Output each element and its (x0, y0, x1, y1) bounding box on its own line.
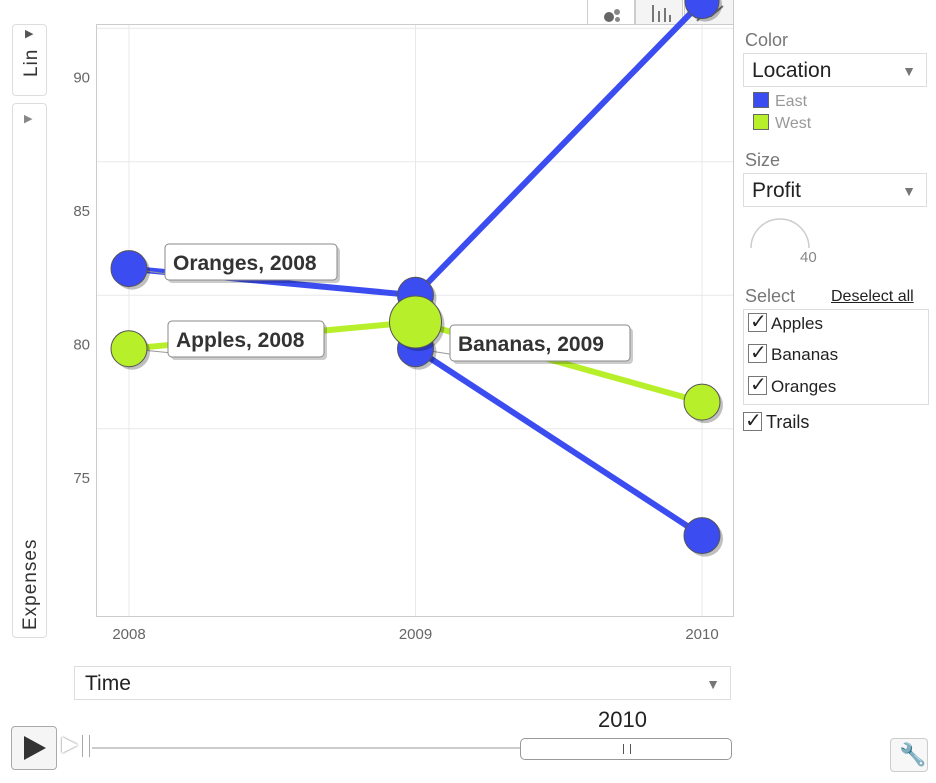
size-dropdown-value: Profit (752, 179, 802, 202)
y-tick-label: 75 (73, 470, 90, 487)
wrench-icon: 🔧 (899, 742, 927, 767)
tab-bubble[interactable] (587, 0, 635, 26)
settings-button[interactable]: 🔧 (890, 738, 928, 772)
plot-area[interactable]: Oranges, 2008 Apples, 2008 Bananas, 2009 (96, 0, 734, 617)
point-label: Bananas, 2009 (458, 333, 604, 356)
point-label-box[interactable] (167, 320, 325, 358)
select-item-label: Oranges (771, 377, 837, 396)
current-year-label: 2010 (598, 707, 647, 732)
chart-type-label: Lin (21, 48, 42, 77)
point-label-box[interactable] (164, 243, 338, 281)
trail-bananas (413, 346, 704, 539)
legend-item-east[interactable]: East (753, 92, 807, 111)
chevron-right-icon: ▶ (24, 113, 33, 125)
select-title: Select (745, 286, 796, 306)
color-dropdown-value: Location (752, 59, 832, 82)
chevron-right-icon: ▶ (25, 28, 34, 40)
point-oranges-2010[interactable] (684, 0, 720, 20)
grip-icon (623, 744, 631, 754)
checkbox[interactable] (748, 340, 767, 365)
color-title: Color (745, 30, 789, 50)
size-gauge-value: 40 (800, 249, 817, 266)
y-tick-label: 80 (73, 336, 90, 353)
x-tick-label: 2008 (112, 626, 145, 643)
x-axis-dropdown[interactable]: Time ▼ (74, 666, 731, 700)
speed-control[interactable] (62, 733, 90, 761)
bar-icon (652, 5, 671, 22)
bubble-icon (602, 6, 622, 22)
color-dropdown[interactable]: Location ▼ (743, 53, 927, 87)
y-axis-label: Expenses (20, 538, 41, 630)
select-list[interactable] (743, 309, 929, 405)
select-item-apples[interactable]: Apples (748, 309, 823, 334)
chevron-down-icon: ▼ (902, 183, 916, 199)
chart-type-tab[interactable]: Lin ▶ (12, 24, 47, 96)
point-apples-2009[interactable] (389, 295, 442, 349)
legend-swatch (753, 114, 769, 130)
legend-item-west[interactable]: West (753, 114, 811, 133)
select-item-oranges[interactable]: Oranges (748, 372, 837, 397)
y-axis-tab[interactable]: ▶ Expenses (12, 103, 47, 638)
legend-label: West (775, 115, 812, 132)
checkbox[interactable] (748, 372, 767, 397)
point-oranges-2008[interactable] (110, 250, 148, 288)
chevron-down-icon: ▼ (706, 676, 720, 692)
size-dropdown[interactable]: Profit ▼ (743, 173, 927, 207)
timeline-track[interactable] (92, 747, 732, 749)
select-item-label: Apples (771, 314, 823, 333)
point-label: Oranges, 2008 (173, 252, 317, 275)
play-icon (24, 736, 46, 760)
select-item-label: Bananas (771, 345, 839, 364)
select-item-bananas[interactable]: Bananas (748, 340, 839, 365)
deselect-all-link[interactable]: Deselect all (831, 288, 914, 305)
point-apples-2008[interactable] (110, 330, 148, 368)
chevron-down-icon: ▼ (902, 63, 916, 79)
tab-bar[interactable] (635, 0, 683, 26)
trails-label: Trails (766, 412, 810, 432)
point-apples-2010[interactable] (683, 383, 721, 421)
x-tick-label: 2010 (685, 626, 718, 643)
checkbox[interactable] (748, 309, 767, 334)
trails-toggle[interactable]: Trails (743, 408, 810, 433)
x-tick-label: 2009 (399, 626, 432, 643)
checkbox[interactable] (743, 408, 762, 433)
timeline-handle[interactable] (520, 738, 732, 760)
legend-label: East (775, 93, 808, 110)
play-button[interactable] (11, 726, 57, 770)
size-gauge-icon (750, 218, 810, 249)
point-label-box[interactable] (449, 324, 631, 362)
y-tick-label: 85 (73, 203, 90, 220)
chart-svg: Oranges, 2008 Apples, 2008 Bananas, 2009 (97, 0, 733, 616)
point-bananas-2010[interactable] (683, 517, 721, 555)
x-axis-dropdown-value: Time (85, 672, 131, 695)
speed-icon (62, 737, 78, 753)
size-title: Size (745, 150, 781, 170)
y-tick-label: 90 (73, 69, 90, 86)
point-label: Apples, 2008 (176, 329, 305, 352)
legend-swatch (753, 92, 769, 108)
